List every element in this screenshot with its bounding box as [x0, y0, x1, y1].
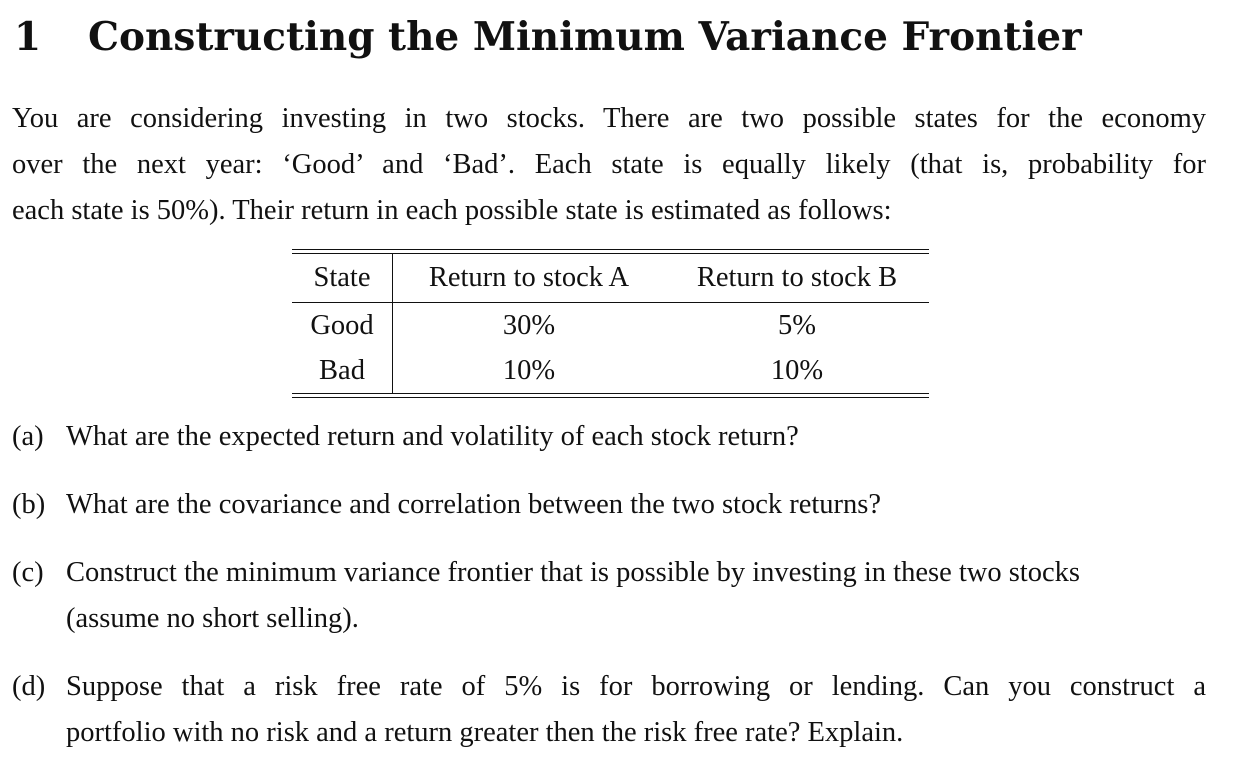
question-text: (assume no short selling).: [66, 603, 359, 634]
intro-line: each state is 50%). Their return in each…: [12, 195, 892, 226]
question-d: (d) Suppose that a risk free rate of 5% …: [12, 664, 1206, 756]
section-number: 1: [14, 14, 42, 60]
column-header-stock-a: Return to stock A: [392, 254, 665, 303]
table-cell-state: Good: [292, 302, 393, 348]
intro-line: over the next year: ‘Good’ and ‘Bad’. Ea…: [12, 149, 1206, 180]
table-row: Bad 10% 10%: [292, 348, 929, 393]
question-text: portfolio with no risk and a return grea…: [66, 717, 904, 748]
question-b: (b) What are the covariance and correlat…: [12, 482, 1206, 528]
question-c: (c) Construct the minimum variance front…: [12, 550, 1206, 642]
table-cell-stock-b: 5%: [778, 309, 816, 341]
question-text: What are the expected return and volatil…: [66, 421, 799, 452]
column-header-stock-b: Return to stock B: [665, 254, 929, 303]
section-heading: 1 Constructing the Minimum Variance Front…: [14, 8, 1082, 66]
intro-line: You are considering investing in two sto…: [12, 103, 1206, 134]
question-label: (a): [12, 421, 44, 452]
table-cell-stock-a: 30%: [502, 309, 556, 341]
question-text: Suppose that a risk free rate of 5% is f…: [66, 671, 1206, 702]
question-label: (d): [12, 671, 46, 702]
column-header-state: State: [292, 254, 393, 303]
table-cell-stock-a: 10%: [502, 354, 556, 386]
table-bottom-rule: [292, 393, 929, 398]
question-text: What are the covariance and correlation …: [66, 489, 882, 520]
returns-table-grid: State Return to stock A Return to stock …: [292, 254, 929, 393]
question-text: Construct the minimum variance frontier …: [66, 557, 1080, 588]
question-label: (b): [12, 489, 46, 520]
returns-table: State Return to stock A Return to stock …: [292, 249, 929, 398]
question-a: (a) What are the expected return and vol…: [12, 414, 1206, 460]
table-top-rule: [292, 249, 929, 254]
intro-paragraph: You are considering investing in two sto…: [12, 96, 1206, 234]
section-title: Constructing the Minimum Variance Fronti…: [88, 14, 1082, 60]
table-cell-state: Bad: [292, 348, 393, 393]
question-label: (c): [12, 557, 44, 588]
table-row: Good 30% 5%: [292, 302, 929, 348]
table-header-row: State Return to stock A Return to stock …: [292, 254, 929, 303]
table-cell-stock-b: 10%: [770, 354, 824, 386]
